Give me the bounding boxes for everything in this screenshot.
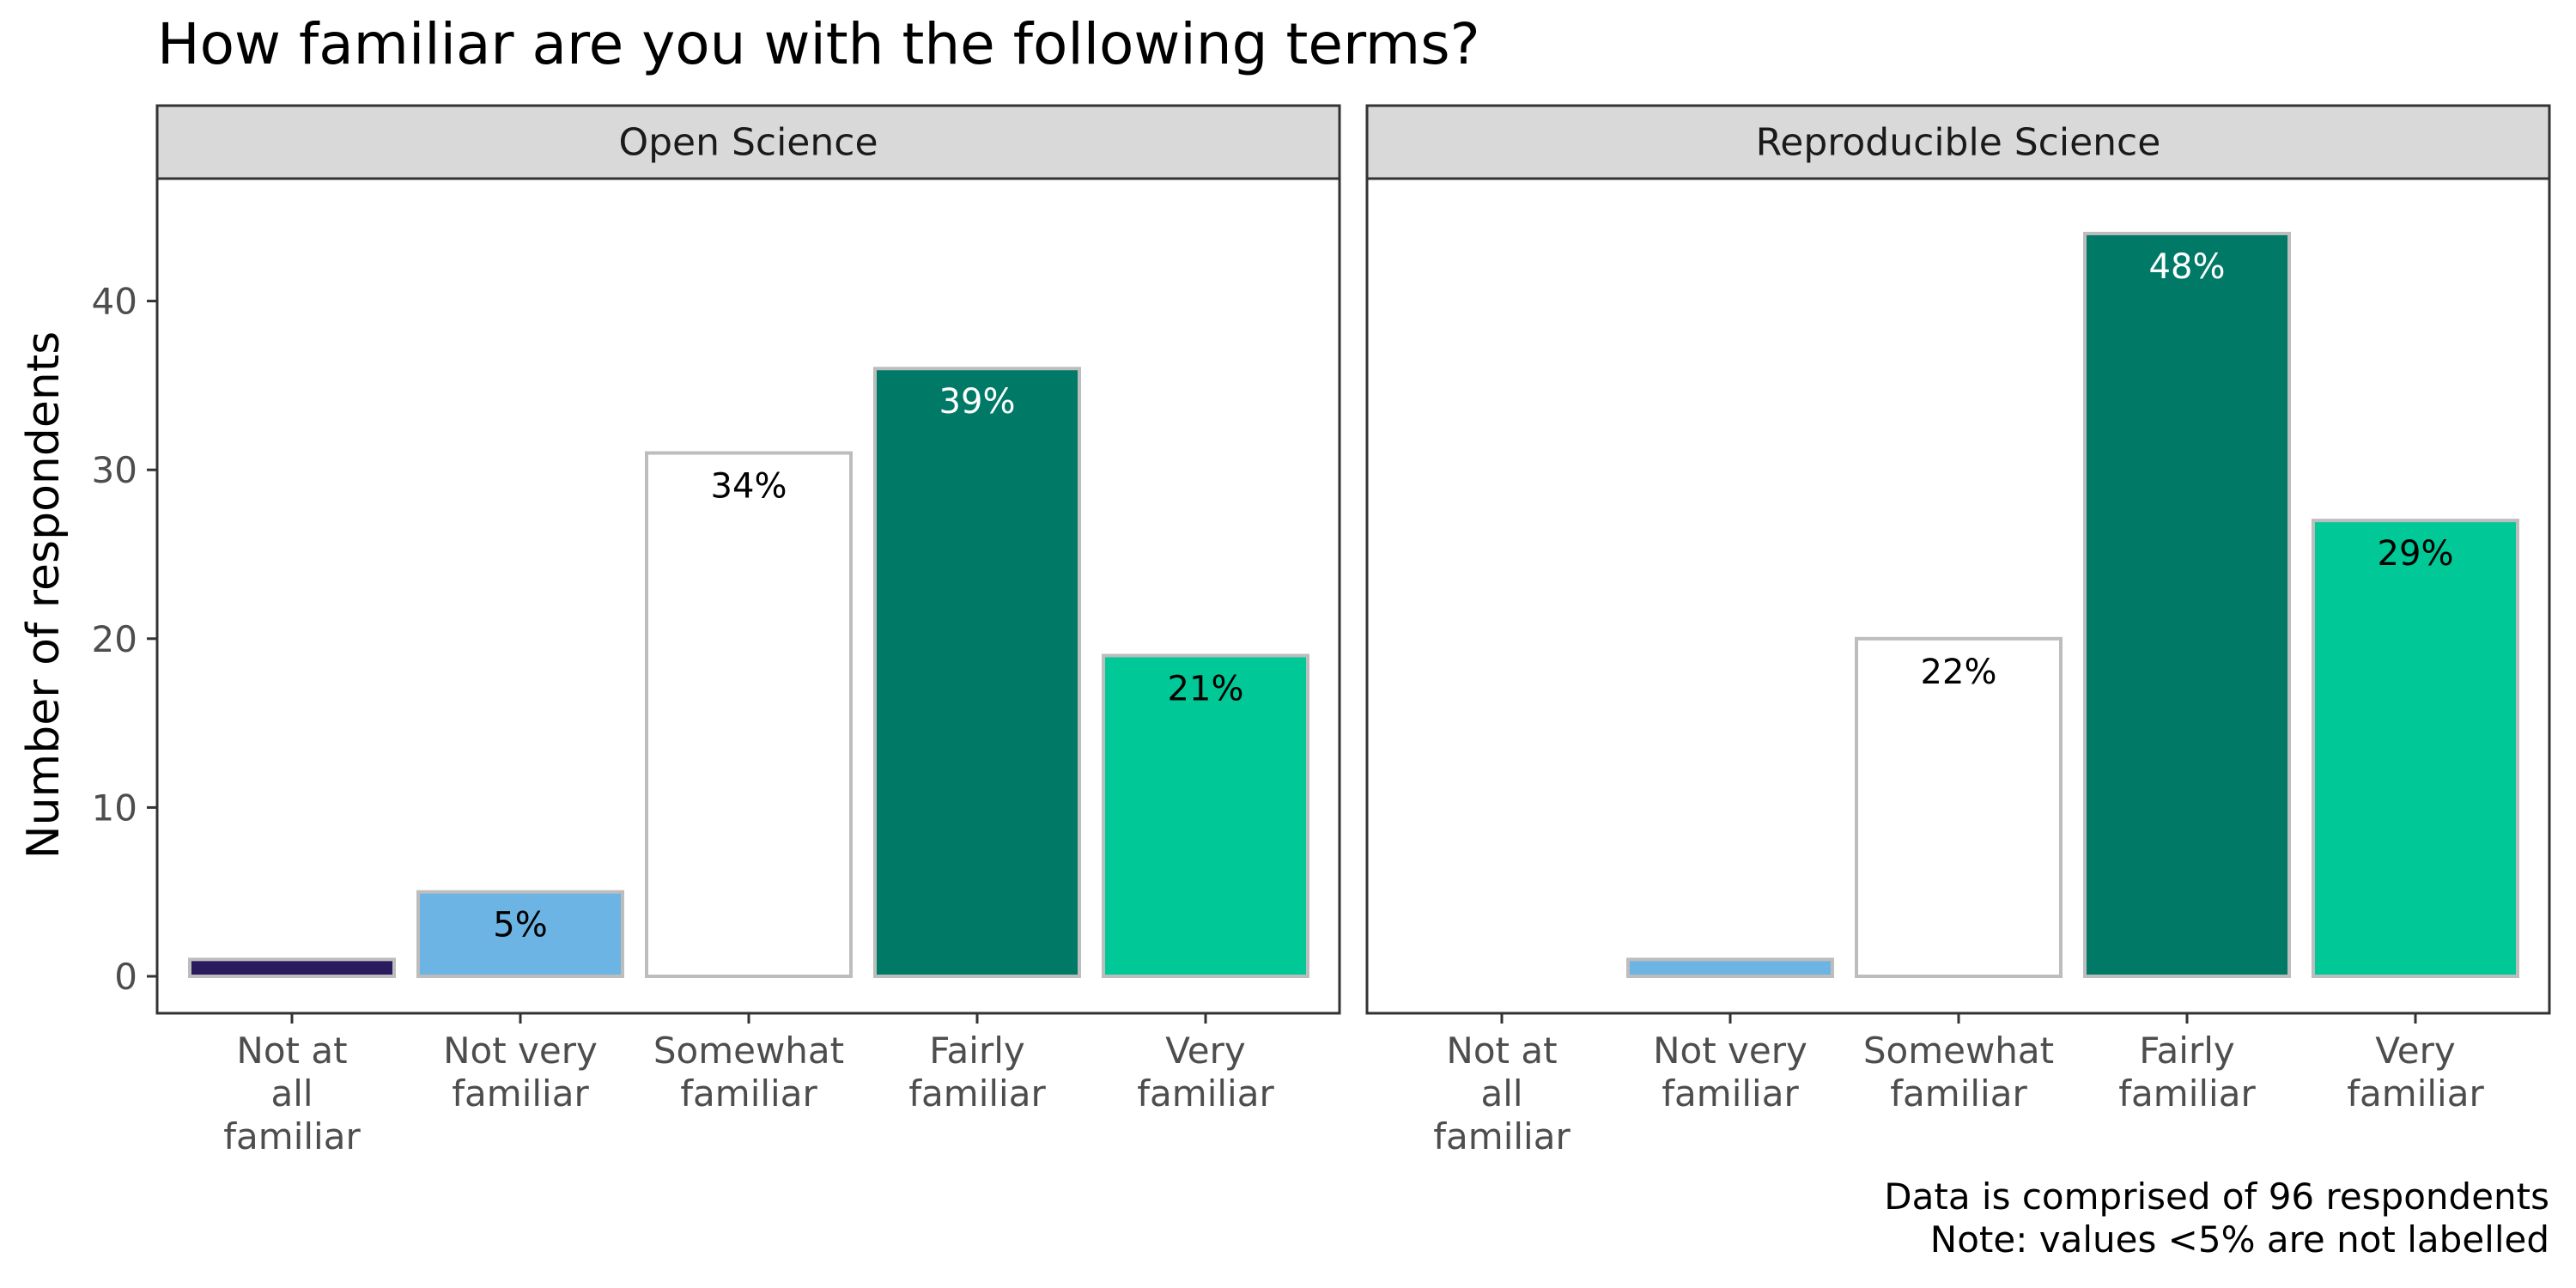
y-axis: 0 10 20 30 40 [92, 281, 157, 998]
bar-value-label: 22% [1921, 653, 1997, 692]
bar-value-label: 34% [711, 467, 787, 507]
bar-value-label: 29% [2378, 534, 2454, 574]
bar-value-label: 5% [493, 906, 547, 945]
y-tick-label: 10 [92, 787, 137, 829]
x-tick-label: Not at all familiar [223, 1030, 361, 1157]
chart-title: How familiar are you with the following … [157, 11, 1480, 77]
facet-strip-label: Reproducible Science [1756, 121, 2161, 165]
bar [1855, 636, 2063, 978]
facet-panel: Open Science Not at all familiar 5% Not very f… [155, 104, 1341, 1157]
bar-value-label: 48% [2149, 247, 2226, 287]
facet-strip-label: Open Science [618, 121, 878, 165]
y-tick-label: 40 [92, 281, 137, 323]
facet-strip [155, 104, 1341, 180]
x-tick-label: Not very familiar [443, 1030, 598, 1115]
bar [416, 890, 624, 978]
x-tick-label: Very familiar [1137, 1030, 1274, 1115]
x-tick-label: Very familiar [2347, 1030, 2484, 1115]
y-axis-label: Number of respondents [18, 331, 70, 860]
bar [188, 957, 396, 978]
caption-line: Note: values <5% are not labelled [1930, 1218, 2549, 1261]
y-tick-label: 0 [114, 956, 137, 998]
x-tick-label: Not very familiar [1653, 1030, 1807, 1115]
bar [873, 367, 1081, 978]
x-tick-label: Fairly familiar [2118, 1030, 2256, 1115]
bar [2083, 231, 2291, 978]
bar [2312, 519, 2519, 978]
y-tick-label: 20 [92, 618, 137, 660]
bar-value-label: 39% [939, 382, 1016, 422]
facet-strip [1365, 104, 2551, 180]
facet-panel: Reproducible Science Not at all familiar Not… [1365, 104, 2551, 1157]
caption: Data is comprised of 96 respondentsNote:… [1884, 1176, 2549, 1261]
bar-value-label: 21% [1168, 669, 1244, 708]
facet-panels: Open Science Not at all familiar 5% Not very f… [92, 104, 2551, 1157]
x-tick-label: Somewhat familiar [653, 1030, 844, 1115]
x-tick-label: Not at all familiar [1433, 1030, 1571, 1157]
x-tick-label: Somewhat familiar [1863, 1030, 2054, 1115]
bar [645, 451, 853, 978]
caption-line: Data is comprised of 96 respondents [1884, 1176, 2549, 1218]
y-tick-label: 30 [92, 449, 137, 491]
bar [1626, 957, 1834, 978]
bar [1102, 653, 1309, 979]
x-tick-label: Fairly familiar [908, 1030, 1046, 1115]
